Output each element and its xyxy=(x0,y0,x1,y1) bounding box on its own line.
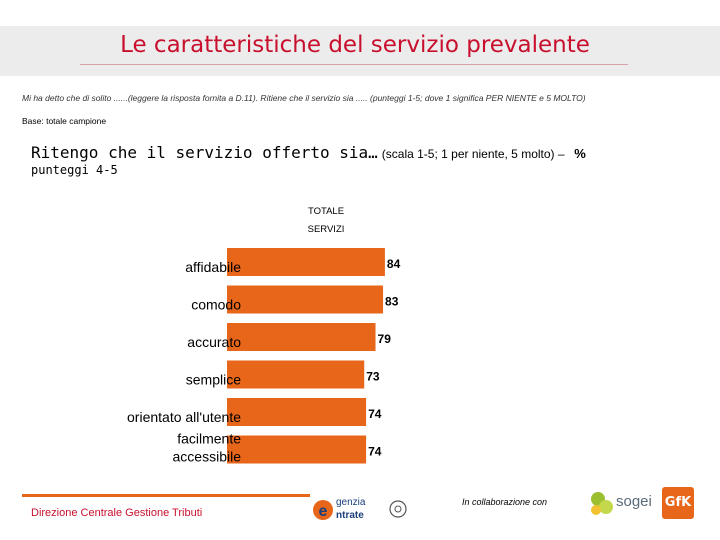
data-label-6: 74 xyxy=(368,445,382,459)
data-label-5: 74 xyxy=(368,407,382,421)
chart-heading-main: Ritengo che il servizio offerto sia… xyxy=(31,143,378,162)
bar-4 xyxy=(227,360,365,389)
data-label-4: 73 xyxy=(366,370,380,384)
gfk-logo: GfK xyxy=(662,487,694,519)
category-label-6-line2: accessibile xyxy=(173,449,242,465)
category-label-2: comodo xyxy=(191,297,241,313)
agenzia-line1: genzia xyxy=(336,497,366,508)
category-label-5: orientato all'utente xyxy=(127,409,241,425)
bar-1 xyxy=(227,248,385,276)
category-label-3: accurato xyxy=(187,334,241,350)
bar-3 xyxy=(227,323,376,351)
chart-heading-scale: (scala 1-5; 1 per niente, 5 molto) – xyxy=(381,147,565,161)
question-text: Mi ha detto che di solito ......(leggere… xyxy=(22,93,586,103)
footer-department: Direzione Centrale Gestione Tributi xyxy=(31,507,203,519)
category-label-4: semplice xyxy=(186,372,241,388)
footer-line xyxy=(22,494,310,497)
category-label-1: affidabile xyxy=(185,259,241,275)
agenzia-initial: e xyxy=(319,503,328,520)
bar-6 xyxy=(227,435,367,464)
data-label-1: 84 xyxy=(387,257,401,271)
page-title: Le caratteristiche del servizio prevalen… xyxy=(120,32,590,58)
series-label-line2: SERVIZI xyxy=(308,224,345,235)
title-underline xyxy=(80,64,628,65)
bar-2 xyxy=(227,285,384,314)
data-label-2: 83 xyxy=(385,295,399,309)
category-label-6-line1: facilmente xyxy=(177,431,241,447)
title-band xyxy=(0,26,720,76)
base-text: Base: totale campione xyxy=(22,116,107,126)
agenzia-entrate-logo: e genzia ntrate xyxy=(313,497,407,521)
chart-heading: Ritengo che il servizio offerto sia… (sca… xyxy=(31,143,586,162)
sogei-logo: sogei xyxy=(591,492,652,515)
chart-subheading: punteggi 4-5 xyxy=(31,163,118,177)
data-label-3: 79 xyxy=(378,332,392,346)
chart-heading-percent: % xyxy=(574,146,586,161)
bar-5 xyxy=(227,398,367,426)
agenzia-line2: ntrate xyxy=(336,510,364,521)
series-label-line1: TOTALE xyxy=(308,206,344,217)
collaboration-text: In collaborazione con xyxy=(462,497,548,507)
sogei-text: sogei xyxy=(616,493,652,510)
